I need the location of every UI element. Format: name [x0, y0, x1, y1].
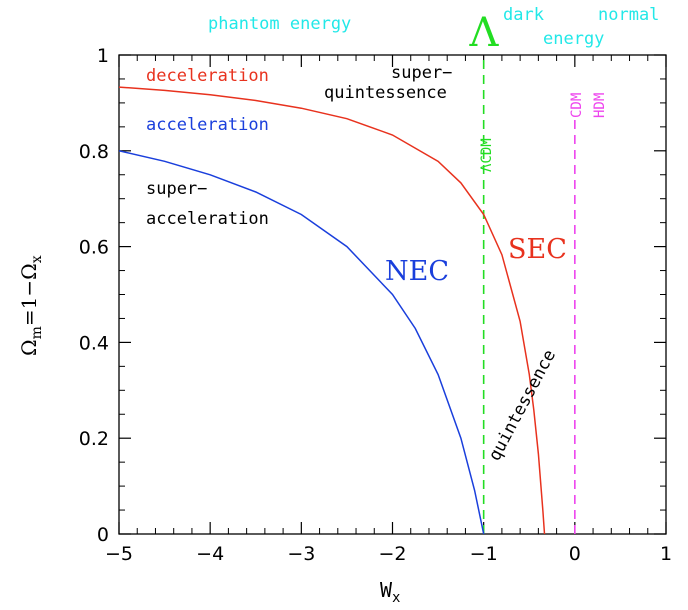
y-tick-label: 0.6 — [79, 237, 109, 259]
y-axis-title-sub1: m — [29, 326, 45, 339]
y-tick-label: 0.8 — [79, 141, 109, 163]
super-acceleration-line2: acceleration — [146, 209, 269, 229]
y-axis-title: Ωm=1−Ωx — [17, 255, 45, 356]
x-tick-label: −2 — [378, 543, 406, 565]
phantom-energy-label: phantom energy — [208, 14, 351, 34]
y-tick-label: 0.2 — [79, 428, 109, 450]
y-axis-title-sub2: x — [29, 255, 45, 263]
y-tick-label: 0 — [97, 524, 109, 546]
x-axis-title-main: W — [380, 578, 393, 602]
normal-label: normal — [598, 5, 659, 25]
nec-curve — [118, 150, 485, 535]
super-quintessence-line2: quintessence — [324, 83, 447, 103]
x-tick-label: −3 — [287, 543, 315, 565]
x-axis-title: Wx — [380, 578, 400, 606]
axis-tick-labels: −5 −4 −3 −2 −1 0 1 0 0.2 0.4 0.6 0.8 1 — [79, 45, 672, 565]
hdm-label: HDM — [592, 93, 608, 118]
super-quintessence-line1: super− — [391, 63, 452, 83]
series-lines — [118, 86, 546, 535]
x-axis-title-sub: x — [392, 590, 400, 606]
super-acceleration-line1: super− — [146, 179, 207, 199]
svg-text:Wx: Wx — [380, 578, 400, 606]
x-tick-label: 1 — [660, 543, 672, 565]
y-axis-title-mid: =1−Ω — [17, 263, 41, 326]
x-tick-label: 0 — [569, 543, 581, 565]
y-tick-label: 1 — [97, 45, 109, 67]
y-axis-title-main: Ω — [17, 339, 41, 356]
sec-label: SEC — [508, 234, 567, 265]
quintessence-label: quintessence — [485, 347, 560, 465]
acceleration-label: acceleration — [146, 115, 269, 135]
sec-curve — [118, 86, 546, 535]
y-tick-label: 0.4 — [79, 332, 109, 354]
energy-label: energy — [543, 29, 604, 49]
x-tick-label: −1 — [470, 543, 498, 565]
deceleration-label: deceleration — [146, 66, 269, 86]
dark-label: dark — [503, 5, 544, 25]
vertical-lines — [482, 55, 576, 534]
x-tick-label: −5 — [105, 543, 133, 565]
svg-text:Ωm=1−Ωx: Ωm=1−Ωx — [17, 255, 45, 356]
nec-label: NEC — [385, 256, 449, 287]
cdm-label: CDM — [569, 93, 585, 118]
lambda-label: Λ — [469, 10, 500, 56]
lcdm-label: ΛCDM — [479, 138, 495, 172]
x-tick-label: −4 — [196, 543, 224, 565]
